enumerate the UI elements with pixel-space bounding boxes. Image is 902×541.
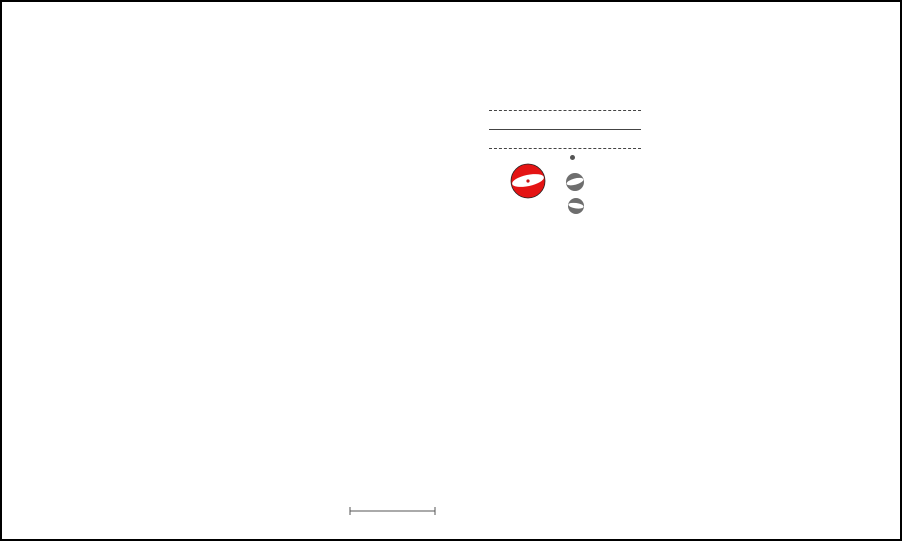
- misfit-legend: [438, 513, 442, 523]
- focal-mechanism-beachball-icon: [510, 163, 546, 199]
- divider: [489, 148, 641, 149]
- iso-beachball-icon: [570, 155, 575, 160]
- clvd-beachball-icon: [568, 198, 584, 214]
- dc-beachball-icon: [566, 173, 584, 191]
- time-scalebar: [349, 507, 436, 515]
- divider: [489, 110, 641, 111]
- best-fit-solution-panel: [487, 16, 647, 226]
- divider: [489, 129, 641, 130]
